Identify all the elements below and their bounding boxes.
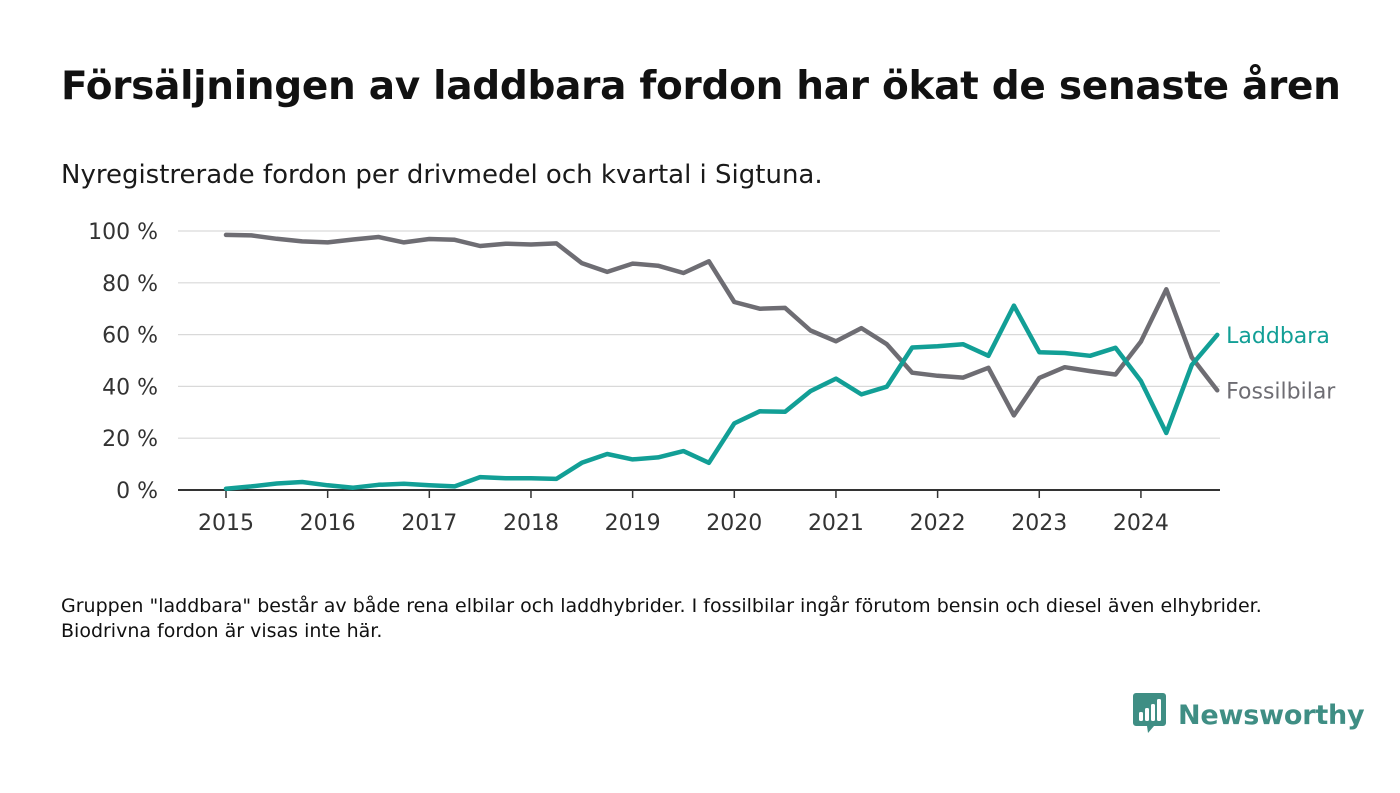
chart-subtitle: Nyregistrerade fordon per drivmedel och … <box>61 160 823 190</box>
series-lines <box>223 232 1220 491</box>
y-tick-label: 0 % <box>116 479 158 504</box>
x-tick-label: 2019 <box>605 511 661 536</box>
series-label-fossilbilar: Fossilbilar <box>1226 379 1336 404</box>
brand-name: Newsworthy <box>1178 699 1365 731</box>
chart-title: Försäljningen av laddbara fordon har öka… <box>61 64 1341 109</box>
series-line-fossilbilar <box>223 232 1220 418</box>
bar-chart-speech-bubble-icon <box>1133 693 1166 737</box>
x-tick-label: 2024 <box>1113 511 1169 536</box>
x-tick-label: 2021 <box>808 511 864 536</box>
y-tick-label: 100 % <box>88 220 158 245</box>
series-labels: Fossilbilar Laddbara <box>1226 324 1336 404</box>
x-tick-label: 2018 <box>503 511 559 536</box>
y-tick-label: 40 % <box>102 375 158 400</box>
footnote: Gruppen "laddbara" består av både rena e… <box>61 595 1262 642</box>
y-tick-label: 80 % <box>102 272 158 297</box>
x-tick-label: 2015 <box>198 511 254 536</box>
x-tick-label: 2016 <box>300 511 356 536</box>
newsworthy-logo: Newsworthy <box>1133 693 1365 737</box>
series-label-laddbara: Laddbara <box>1226 324 1330 349</box>
y-tick-label: 20 % <box>102 427 158 452</box>
x-tick-label: 2022 <box>910 511 966 536</box>
y-tick-label: 60 % <box>102 324 158 349</box>
gridlines <box>178 230 1220 439</box>
x-tick-label: 2023 <box>1011 511 1067 536</box>
axes: 0 % 20 % 40 % 60 % 80 % 100 % 2015 2016 2017 2018… <box>88 220 1220 536</box>
series-line-laddbara <box>223 303 1220 491</box>
x-tick-label: 2020 <box>706 511 762 536</box>
x-tick-label: 2017 <box>401 511 457 536</box>
